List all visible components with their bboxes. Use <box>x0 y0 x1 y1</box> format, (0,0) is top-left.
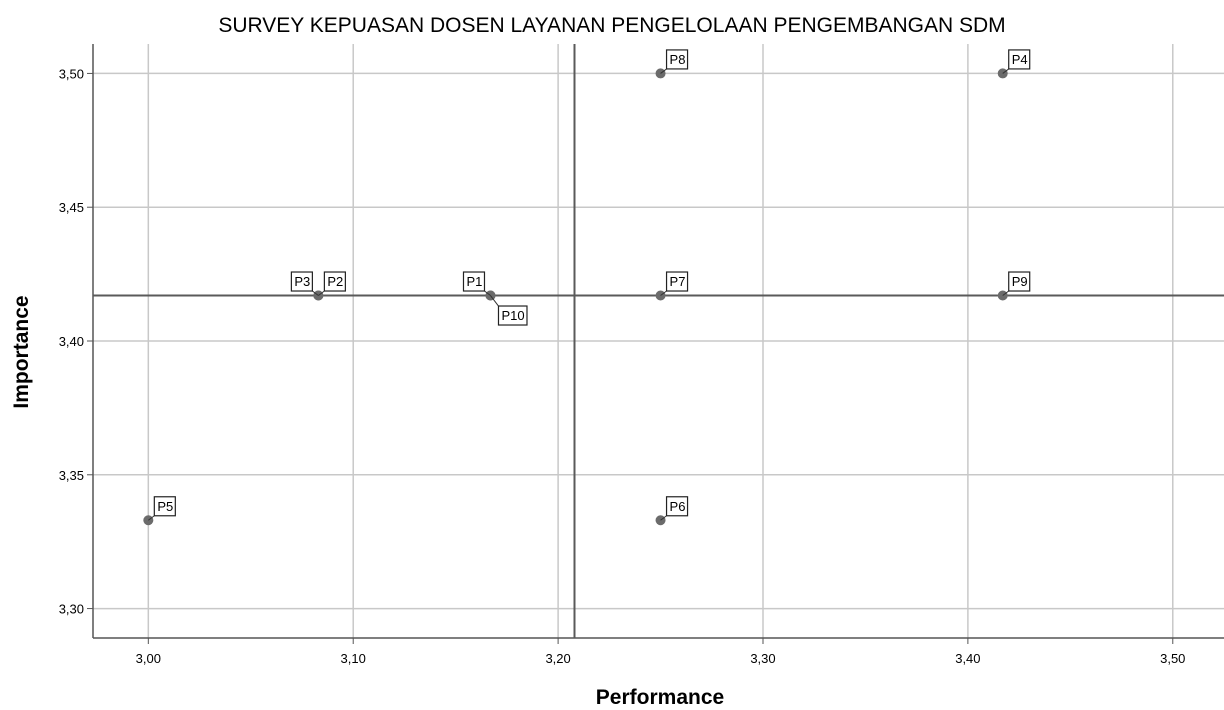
point-label-p5: P5 <box>157 499 173 514</box>
point-label-leader <box>490 295 499 307</box>
x-axis-label: Performance <box>595 686 725 709</box>
point-label-p2: P2 <box>327 274 343 289</box>
point-label-box <box>497 305 528 326</box>
point-label-leader <box>1002 290 1010 296</box>
x-tick-label: 3,10 <box>341 651 366 666</box>
y-tick-label: 3,30 <box>59 602 84 617</box>
x-tick-label: 3,00 <box>136 651 161 666</box>
point-label-leader <box>484 290 491 296</box>
point-label-p9: P9 <box>1012 274 1028 289</box>
y-tick-label: 3,45 <box>59 200 84 215</box>
x-tick-label: 3,20 <box>545 651 570 666</box>
point-label-leader <box>660 290 667 296</box>
point-label-box <box>665 271 689 292</box>
x-tick-label: 3,50 <box>1160 651 1185 666</box>
x-tick-label: 3,40 <box>955 651 980 666</box>
point-label-p8: P8 <box>670 52 686 67</box>
point-label-leader <box>318 290 325 296</box>
point-label-box <box>1008 49 1031 70</box>
point-label-p6: P6 <box>670 499 686 514</box>
point-label-box <box>153 496 176 517</box>
x-tick-label: 3,30 <box>750 651 775 666</box>
point-label-box <box>665 49 689 70</box>
point-label-p3: P3 <box>294 274 310 289</box>
chart-title: SURVEY KEPUASAN DOSEN LAYANAN PENGELOLAA… <box>218 14 1006 37</box>
point-label-box <box>462 271 486 292</box>
point-label-box <box>323 271 346 292</box>
y-tick-label: 3,40 <box>59 334 84 349</box>
y-tick-label: 3,50 <box>59 66 84 81</box>
point-label-leader <box>312 290 319 296</box>
point-label-box <box>290 271 313 292</box>
point-label-box <box>1008 271 1031 292</box>
point-label-leader <box>148 515 155 521</box>
point-label-p7: P7 <box>670 274 686 289</box>
point-label-leader <box>1002 68 1010 74</box>
point-label-p1: P1 <box>466 274 482 289</box>
point-label-p4: P4 <box>1012 52 1028 67</box>
y-tick-label: 3,35 <box>59 468 84 483</box>
point-label-box <box>665 496 689 517</box>
point-label-p10: P10 <box>501 308 524 323</box>
point-label-leader <box>660 515 667 521</box>
point-label-leader <box>660 68 667 74</box>
